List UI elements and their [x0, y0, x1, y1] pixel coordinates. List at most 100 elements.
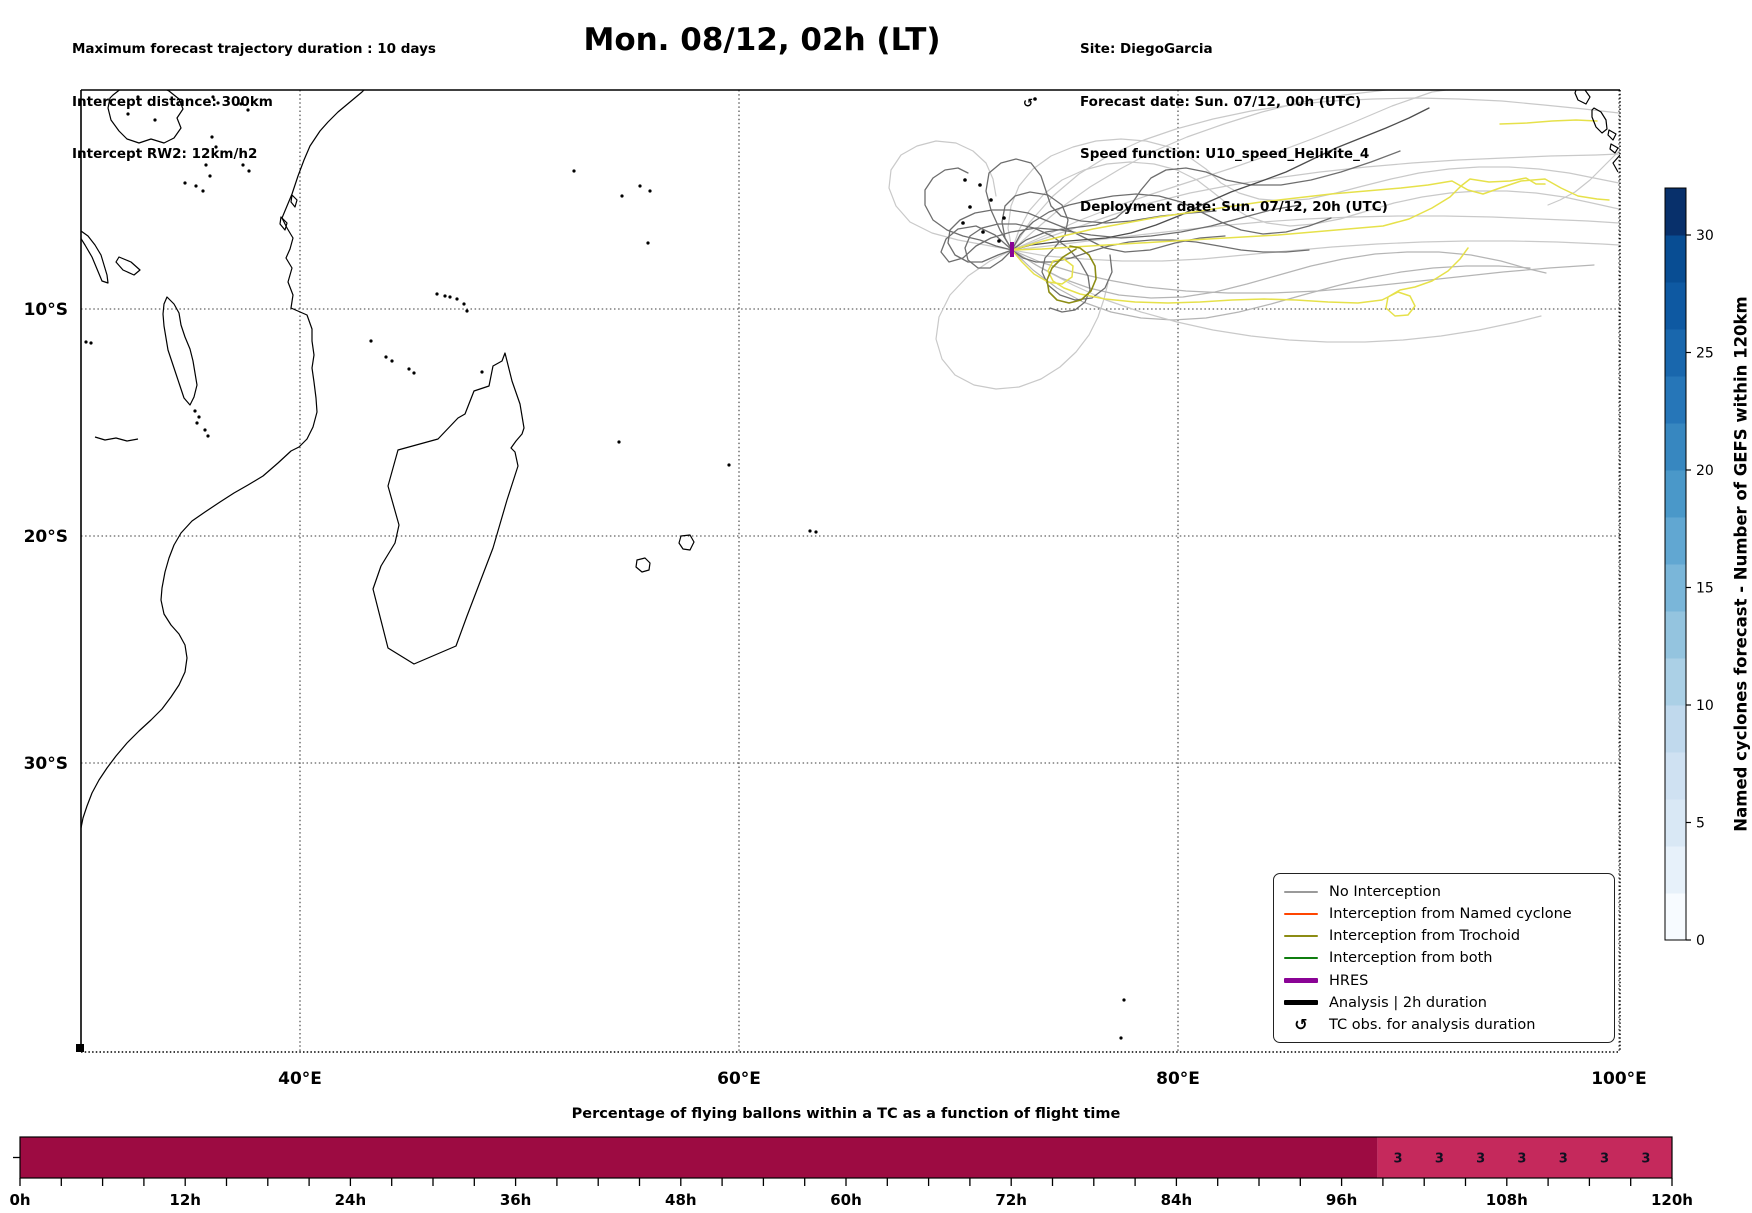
track-dot	[978, 183, 982, 187]
colorbar-segment	[1665, 846, 1686, 894]
time-axis-tick-label: 36h	[500, 1191, 532, 1209]
track-dot	[968, 205, 972, 209]
legend-item-label: Interception from Named cyclone	[1329, 906, 1572, 923]
time-axis-tick-label: 60h	[830, 1191, 862, 1209]
island-dot	[239, 102, 243, 106]
colorbar-segment	[1665, 658, 1686, 706]
coastline-polygon	[678, 534, 695, 551]
trajectory-path	[1007, 138, 1620, 251]
colorbar-segment	[1665, 705, 1686, 753]
island-dot	[216, 101, 220, 105]
legend-item-label: Analysis | 2h duration	[1329, 994, 1487, 1011]
legend-line-sample	[1284, 913, 1318, 916]
island-dot	[84, 340, 88, 344]
legend-item: Interception from Trochoid	[1284, 925, 1604, 947]
island-dot	[814, 530, 818, 534]
header-right-line: Forecast date: Sun. 07/12, 00h (UTC)	[1080, 93, 1362, 110]
rotate-ccw-icon: ↺	[1294, 1014, 1308, 1034]
colorbar-segment	[1665, 893, 1686, 941]
legend-line-sample	[1284, 978, 1318, 984]
island-dot	[211, 95, 215, 99]
coastline-path	[1612, 154, 1620, 173]
track-dot	[1033, 97, 1037, 101]
coastline-polygon	[279, 216, 288, 231]
legend-item: ↺ TC obs. for analysis duration	[1284, 1014, 1604, 1036]
island-dot	[193, 409, 197, 413]
time-axis-tick-label: 84h	[1161, 1191, 1193, 1209]
trajectory-path	[1011, 177, 1546, 251]
header-right-line: Deployment date: Sun. 07/12, 20h (UTC)	[1080, 198, 1388, 215]
header-left-block: Maximum forecast trajectory duration : 1…	[72, 6, 436, 199]
flight-time-bar-segment	[20, 1137, 1378, 1178]
colorbar-segment	[1665, 517, 1686, 565]
trajectory-path	[985, 158, 1217, 251]
legend-item-label: TC obs. for analysis duration	[1329, 1016, 1536, 1033]
trajectory-path	[1011, 178, 1610, 251]
x-axis-label: 40°E	[278, 1069, 322, 1089]
map-corner-fragment	[76, 1044, 84, 1052]
tc-obs-icon: ↺	[1284, 1014, 1318, 1034]
time-axis-tick-label: 120h	[1651, 1191, 1693, 1209]
header-left-line: Intercept RW2: 12km/h2	[72, 146, 258, 162]
coastline-polygon	[162, 296, 198, 406]
colorbar-tick-label: 0	[1696, 933, 1705, 949]
time-axis-tick-label: 96h	[1326, 1191, 1358, 1209]
colorbar-label: Named cyclones forecast - Number of GEFS…	[1731, 296, 1751, 832]
header-right-block: Site: DiegoGarcia Forecast date: Sun. 07…	[1080, 6, 1388, 251]
legend-line-sample	[1284, 1000, 1318, 1006]
track-dot	[1002, 216, 1006, 220]
island-dot	[455, 297, 459, 301]
trajectory-path	[964, 223, 1091, 313]
legend-line-swatch	[1284, 935, 1318, 938]
colorbar-segment	[1665, 470, 1686, 518]
bar-value-label: 3	[1559, 1152, 1568, 1167]
bar-value-label: 3	[1517, 1152, 1526, 1167]
island-dot	[204, 163, 208, 167]
legend-line-swatch	[1284, 957, 1318, 960]
trajectory-path	[1011, 193, 1332, 251]
legend-item: No Interception	[1284, 881, 1604, 903]
colorbar-segment	[1665, 376, 1686, 424]
colorbar-segment	[1665, 564, 1686, 612]
trajectory-path	[1011, 249, 1595, 294]
colorbar-segment	[1665, 282, 1686, 330]
colorbar-tick-label: 25	[1696, 346, 1714, 362]
map-legend: No Interception Interception from Named c…	[1273, 873, 1615, 1043]
coastline-polygon	[115, 256, 141, 276]
island-dot	[617, 440, 621, 444]
coastline-polygon	[1574, 90, 1591, 105]
coastline-polygon	[372, 352, 525, 665]
coastline-polygon	[107, 90, 184, 144]
trajectory-path	[1011, 239, 1310, 263]
island-dot	[195, 421, 199, 425]
island-dot	[407, 367, 411, 371]
header-left-line: Maximum forecast trajectory duration : 1…	[72, 41, 436, 57]
island-dot	[153, 118, 157, 122]
island-dot	[208, 174, 212, 178]
island-dot	[462, 302, 466, 306]
time-axis-tick-label: 24h	[335, 1191, 367, 1209]
island-dot	[136, 95, 140, 99]
bar-value-label: 3	[1476, 1152, 1485, 1167]
island-dot	[648, 189, 652, 193]
x-axis-label: 100°E	[1591, 1069, 1647, 1089]
coastline-path	[94, 436, 139, 442]
island-dot	[443, 294, 447, 298]
coastline-path	[81, 90, 365, 829]
trajectory-path	[1011, 90, 1449, 251]
trajectory-path	[1011, 249, 1547, 299]
island-dot	[247, 169, 251, 173]
coastline-polygon	[290, 194, 298, 208]
bottom-chart-title: Percentage of flying ballons within a TC…	[571, 1106, 1121, 1122]
coastline-polygon	[1609, 143, 1619, 154]
island-dot	[89, 341, 93, 345]
colorbar-segment	[1665, 188, 1686, 236]
header-right-line: Site: DiegoGarcia	[1080, 41, 1213, 57]
island-dot	[214, 145, 218, 149]
island-dot	[465, 309, 469, 313]
island-dot	[126, 112, 130, 116]
colorbar-segment	[1665, 752, 1686, 800]
trajectory-path	[1547, 150, 1620, 206]
y-axis-label: 10°S	[24, 300, 68, 320]
island-dot	[183, 181, 187, 185]
